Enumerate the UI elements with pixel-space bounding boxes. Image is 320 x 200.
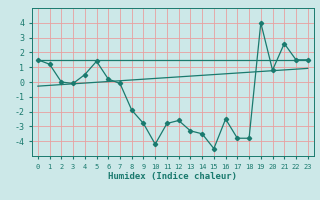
X-axis label: Humidex (Indice chaleur): Humidex (Indice chaleur) xyxy=(108,172,237,181)
